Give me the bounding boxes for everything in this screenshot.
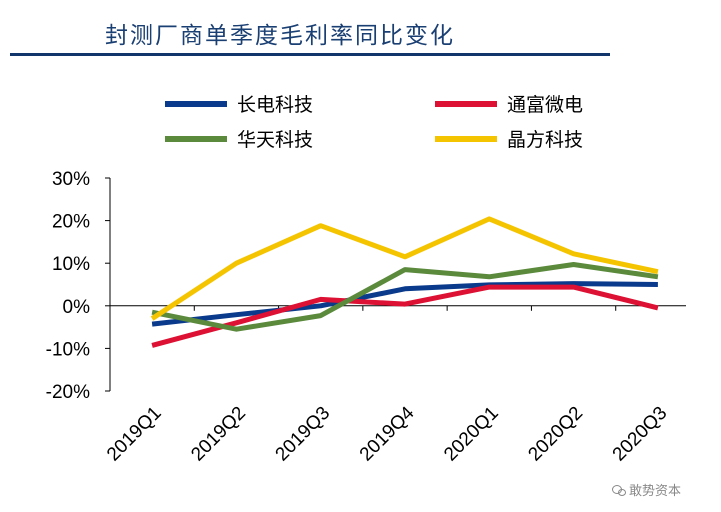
y-tick-label: -20% [46, 382, 90, 403]
watermark: 敢势资本 [612, 480, 681, 499]
legend-label-4: 晶方科技 [507, 129, 583, 151]
x-tick-label: 2019Q3 [272, 403, 335, 466]
y-tick-label: 30% [52, 169, 90, 190]
x-tick-label: 2020Q3 [609, 403, 672, 466]
page-title: 封测厂商单季度毛利率同比变化 [105, 23, 455, 49]
y-tick-label: 0% [63, 297, 91, 318]
title-divider [10, 53, 610, 56]
series-line-1 [151, 281, 658, 327]
chart-axes: -20% -10% 0% 10% 20% 30% 2019Q1 2019Q2 2019Q3 201… [46, 169, 686, 465]
watermark-text: 敢势资本 [629, 484, 682, 499]
x-tick-label: 2019Q2 [187, 403, 250, 466]
x-tick-label: 2020Q1 [440, 403, 503, 466]
x-tick-label: 2019Q1 [103, 403, 166, 466]
series-line-3 [151, 262, 659, 332]
legend-label-3: 华天科技 [237, 129, 313, 151]
x-tick-label: 2019Q4 [356, 402, 419, 465]
series-line-2 [151, 284, 659, 348]
y-tick-label: -10% [46, 339, 90, 360]
x-tick-label: 2020Q2 [524, 403, 587, 466]
wechat-icon [612, 484, 626, 496]
legend-label-1: 长电科技 [237, 94, 313, 116]
legend-label-2: 通富微电 [507, 94, 583, 116]
y-tick-label: 20% [52, 212, 90, 233]
y-tick-label: 10% [52, 254, 90, 275]
chart-series [150, 216, 659, 348]
series-line-4 [150, 216, 659, 321]
